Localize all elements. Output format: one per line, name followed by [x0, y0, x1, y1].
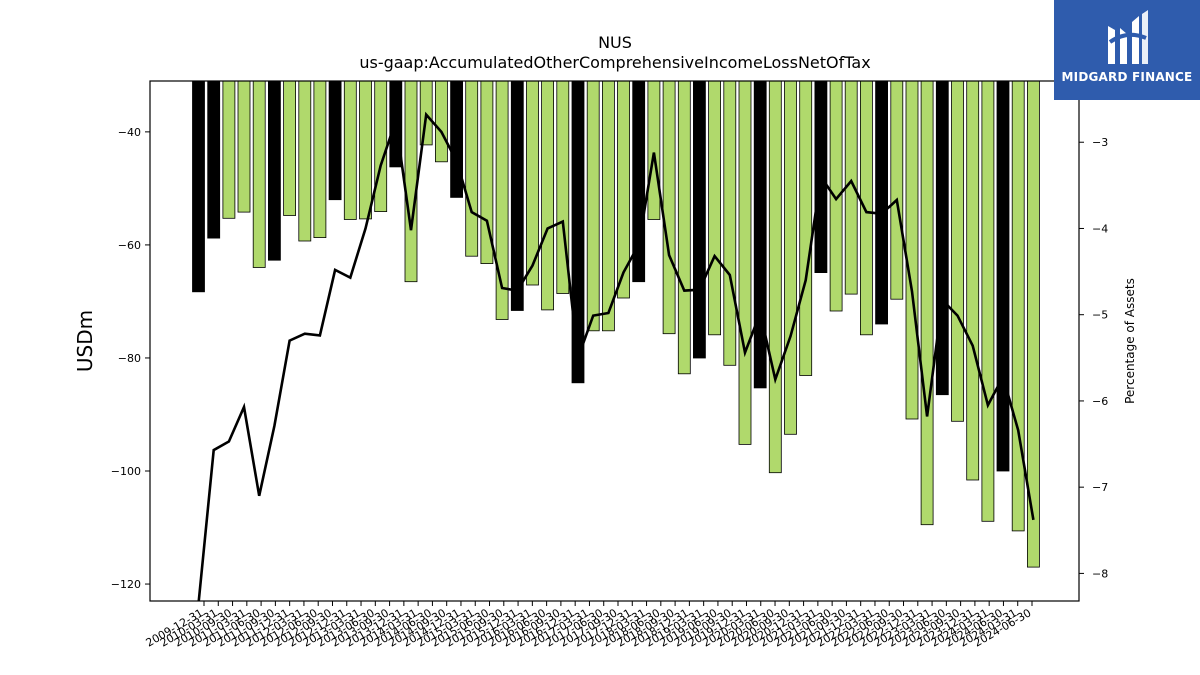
line-layer	[197, 111, 1035, 601]
y-axis-label: USDm	[73, 310, 97, 372]
bar	[359, 80, 372, 220]
bar	[951, 80, 964, 422]
bar	[222, 80, 236, 219]
bar	[252, 80, 266, 268]
bar	[905, 80, 919, 420]
y-tick-label: −60	[118, 239, 141, 252]
bar	[890, 80, 904, 300]
bars-layer	[192, 80, 1040, 568]
y-right-tick-label: −5	[1092, 309, 1108, 322]
plot-frame	[149, 80, 1080, 602]
bar	[753, 80, 767, 389]
percentage-line	[197, 111, 1035, 601]
bar	[465, 80, 479, 257]
bar	[799, 80, 813, 376]
bar	[738, 80, 752, 445]
bar	[586, 80, 600, 332]
bar	[860, 80, 873, 336]
bar	[677, 80, 691, 375]
bar	[298, 80, 312, 242]
bar	[875, 80, 888, 325]
bar	[935, 80, 949, 396]
chart-subtitle: us-gaap:AccumulatedOtherComprehensiveInc…	[359, 53, 870, 72]
brand-logo: MIDGARD FINANCE	[1054, 0, 1200, 100]
bar	[966, 80, 980, 481]
bar	[920, 80, 934, 526]
bar	[784, 80, 797, 435]
bar	[708, 80, 721, 336]
bar	[693, 80, 706, 359]
y-right-tick-label: −6	[1092, 395, 1108, 408]
bar	[996, 80, 1010, 472]
bar	[237, 80, 251, 213]
bar	[328, 80, 342, 201]
bar	[602, 80, 615, 332]
bar	[723, 80, 737, 366]
y-right-tick-label: −4	[1092, 222, 1108, 235]
right-axis: −3 −4 −5 −6 −7 −8	[1079, 136, 1108, 580]
bar	[343, 80, 357, 220]
y-tick-label: −80	[118, 352, 141, 365]
bar	[207, 80, 221, 239]
y-tick-label: −100	[111, 465, 141, 478]
midgard-logo-icon	[1108, 10, 1148, 64]
chart-title: NUS	[598, 33, 632, 52]
y-right-tick-label: −3	[1092, 136, 1108, 149]
bar	[510, 80, 524, 311]
y-right-tick-label: −8	[1092, 567, 1108, 580]
left-axis: −40 −60 −80 −100 −120	[111, 126, 150, 591]
bar	[404, 80, 418, 283]
bar	[768, 80, 782, 474]
y-tick-label: −40	[118, 126, 141, 139]
bar	[450, 80, 464, 198]
bar	[647, 80, 661, 220]
y-axis-right-label: Percentage of Assets	[1123, 278, 1137, 404]
bar	[192, 80, 205, 293]
bar	[981, 80, 995, 522]
bar	[313, 80, 327, 239]
bar	[267, 80, 281, 261]
bar	[434, 80, 448, 163]
y-tick-label: −120	[111, 578, 141, 591]
bar	[374, 80, 388, 213]
bar	[1011, 80, 1025, 532]
bar	[283, 80, 297, 216]
y-right-tick-label: −7	[1092, 481, 1108, 494]
bar	[541, 80, 554, 311]
bar	[662, 80, 676, 335]
x-axis: 2009-12-312010-03-312010-09-302011-03-31…	[144, 601, 1034, 650]
bar	[571, 80, 585, 384]
logo-text: MIDGARD FINANCE	[1061, 70, 1193, 84]
